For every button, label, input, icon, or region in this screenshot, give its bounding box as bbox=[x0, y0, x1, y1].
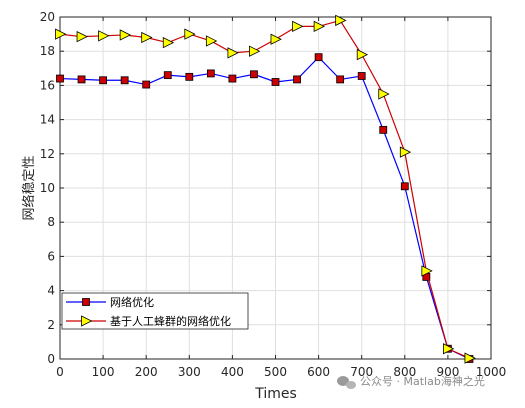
y-axis-title: 网络稳定性 bbox=[21, 155, 37, 220]
y-tick-label: 14 bbox=[40, 113, 55, 127]
series-1-point bbox=[250, 70, 258, 79]
x-tick-label: 700 bbox=[350, 365, 373, 379]
series-2-point bbox=[184, 28, 196, 40]
series-1-point bbox=[120, 76, 129, 85]
series-2-point bbox=[292, 20, 304, 33]
legend-marker-series-1 bbox=[82, 298, 90, 306]
watermark-text: 公众号 · Matlab海神之光 bbox=[360, 374, 485, 388]
series-2-point bbox=[162, 37, 175, 49]
series-1-point bbox=[336, 75, 345, 84]
series-2-point bbox=[421, 265, 433, 277]
series-2-point bbox=[270, 33, 282, 45]
x-tick-label: 900 bbox=[436, 365, 459, 379]
legend-label-series-2: 基于人工蜂群的网络优化 bbox=[110, 314, 231, 328]
y-tick-label: 18 bbox=[40, 44, 55, 58]
series-1-point bbox=[163, 71, 172, 80]
series-2-point bbox=[378, 88, 390, 100]
series-1-point bbox=[400, 182, 409, 191]
y-tick-label: 4 bbox=[47, 284, 55, 298]
ticks-layer: 0 100 200 300 400 500 600 700 800 900 1000 0 2 4 6 8 10 1… bbox=[40, 10, 507, 379]
legend-label-series-1: 网络优化 bbox=[110, 295, 154, 309]
y-tick-label: 8 bbox=[47, 215, 55, 229]
series-2-point bbox=[119, 29, 132, 41]
x-tick-label: 0 bbox=[56, 365, 64, 379]
series-1-point bbox=[314, 53, 323, 62]
series-2-point bbox=[227, 47, 239, 59]
x-tick-label: 200 bbox=[135, 365, 158, 379]
y-tick-label: 6 bbox=[47, 249, 55, 263]
series-2-point bbox=[442, 343, 455, 355]
watermark: 公众号 · Matlab海神之光 bbox=[337, 374, 485, 389]
series-1-point bbox=[228, 74, 237, 83]
series-2-point bbox=[335, 14, 347, 27]
y-tick-label: 10 bbox=[40, 181, 55, 195]
series-2-point bbox=[356, 48, 369, 61]
y-tick-label: 16 bbox=[40, 78, 55, 92]
series-2-point bbox=[55, 28, 67, 40]
x-tick-label: 1000 bbox=[476, 365, 507, 379]
series-2-point bbox=[249, 45, 261, 57]
y-tick-label: 12 bbox=[40, 147, 55, 161]
legend: 网络优化 基于人工蜂群的网络优化 bbox=[61, 292, 249, 330]
series-1-point bbox=[293, 75, 301, 84]
x-tick-label: 800 bbox=[393, 365, 416, 379]
y-tick-label: 2 bbox=[47, 318, 55, 332]
series-2-point bbox=[98, 30, 110, 42]
series-1-point bbox=[185, 72, 194, 81]
series-1-point bbox=[56, 74, 64, 83]
series-1-point bbox=[142, 80, 151, 89]
series-1-point bbox=[379, 125, 388, 134]
series-2-point bbox=[464, 352, 476, 364]
x-tick-label: 100 bbox=[92, 365, 115, 379]
series-1-point bbox=[271, 78, 280, 86]
series-1-point bbox=[206, 69, 215, 78]
y-tick-label: 20 bbox=[40, 10, 55, 24]
series-2-point bbox=[76, 31, 88, 43]
series-2-point bbox=[313, 20, 325, 33]
y-tick-label: 0 bbox=[47, 352, 55, 366]
series-2-point bbox=[205, 35, 218, 47]
series-layer bbox=[55, 14, 476, 364]
x-axis-title: Times bbox=[254, 386, 297, 402]
x-tick-label: 300 bbox=[178, 365, 201, 379]
legend-marker-series-2 bbox=[81, 315, 93, 327]
series-1-point bbox=[357, 72, 366, 80]
wechat-icon bbox=[337, 376, 356, 389]
x-tick-label: 400 bbox=[221, 365, 244, 379]
series-2-point bbox=[399, 146, 412, 158]
series-1-point bbox=[99, 76, 107, 85]
x-tick-label: 500 bbox=[264, 365, 287, 379]
series-2-point bbox=[141, 31, 153, 44]
x-tick-label: 600 bbox=[307, 365, 330, 379]
series-1-point bbox=[77, 75, 86, 84]
legend-box bbox=[61, 292, 249, 330]
